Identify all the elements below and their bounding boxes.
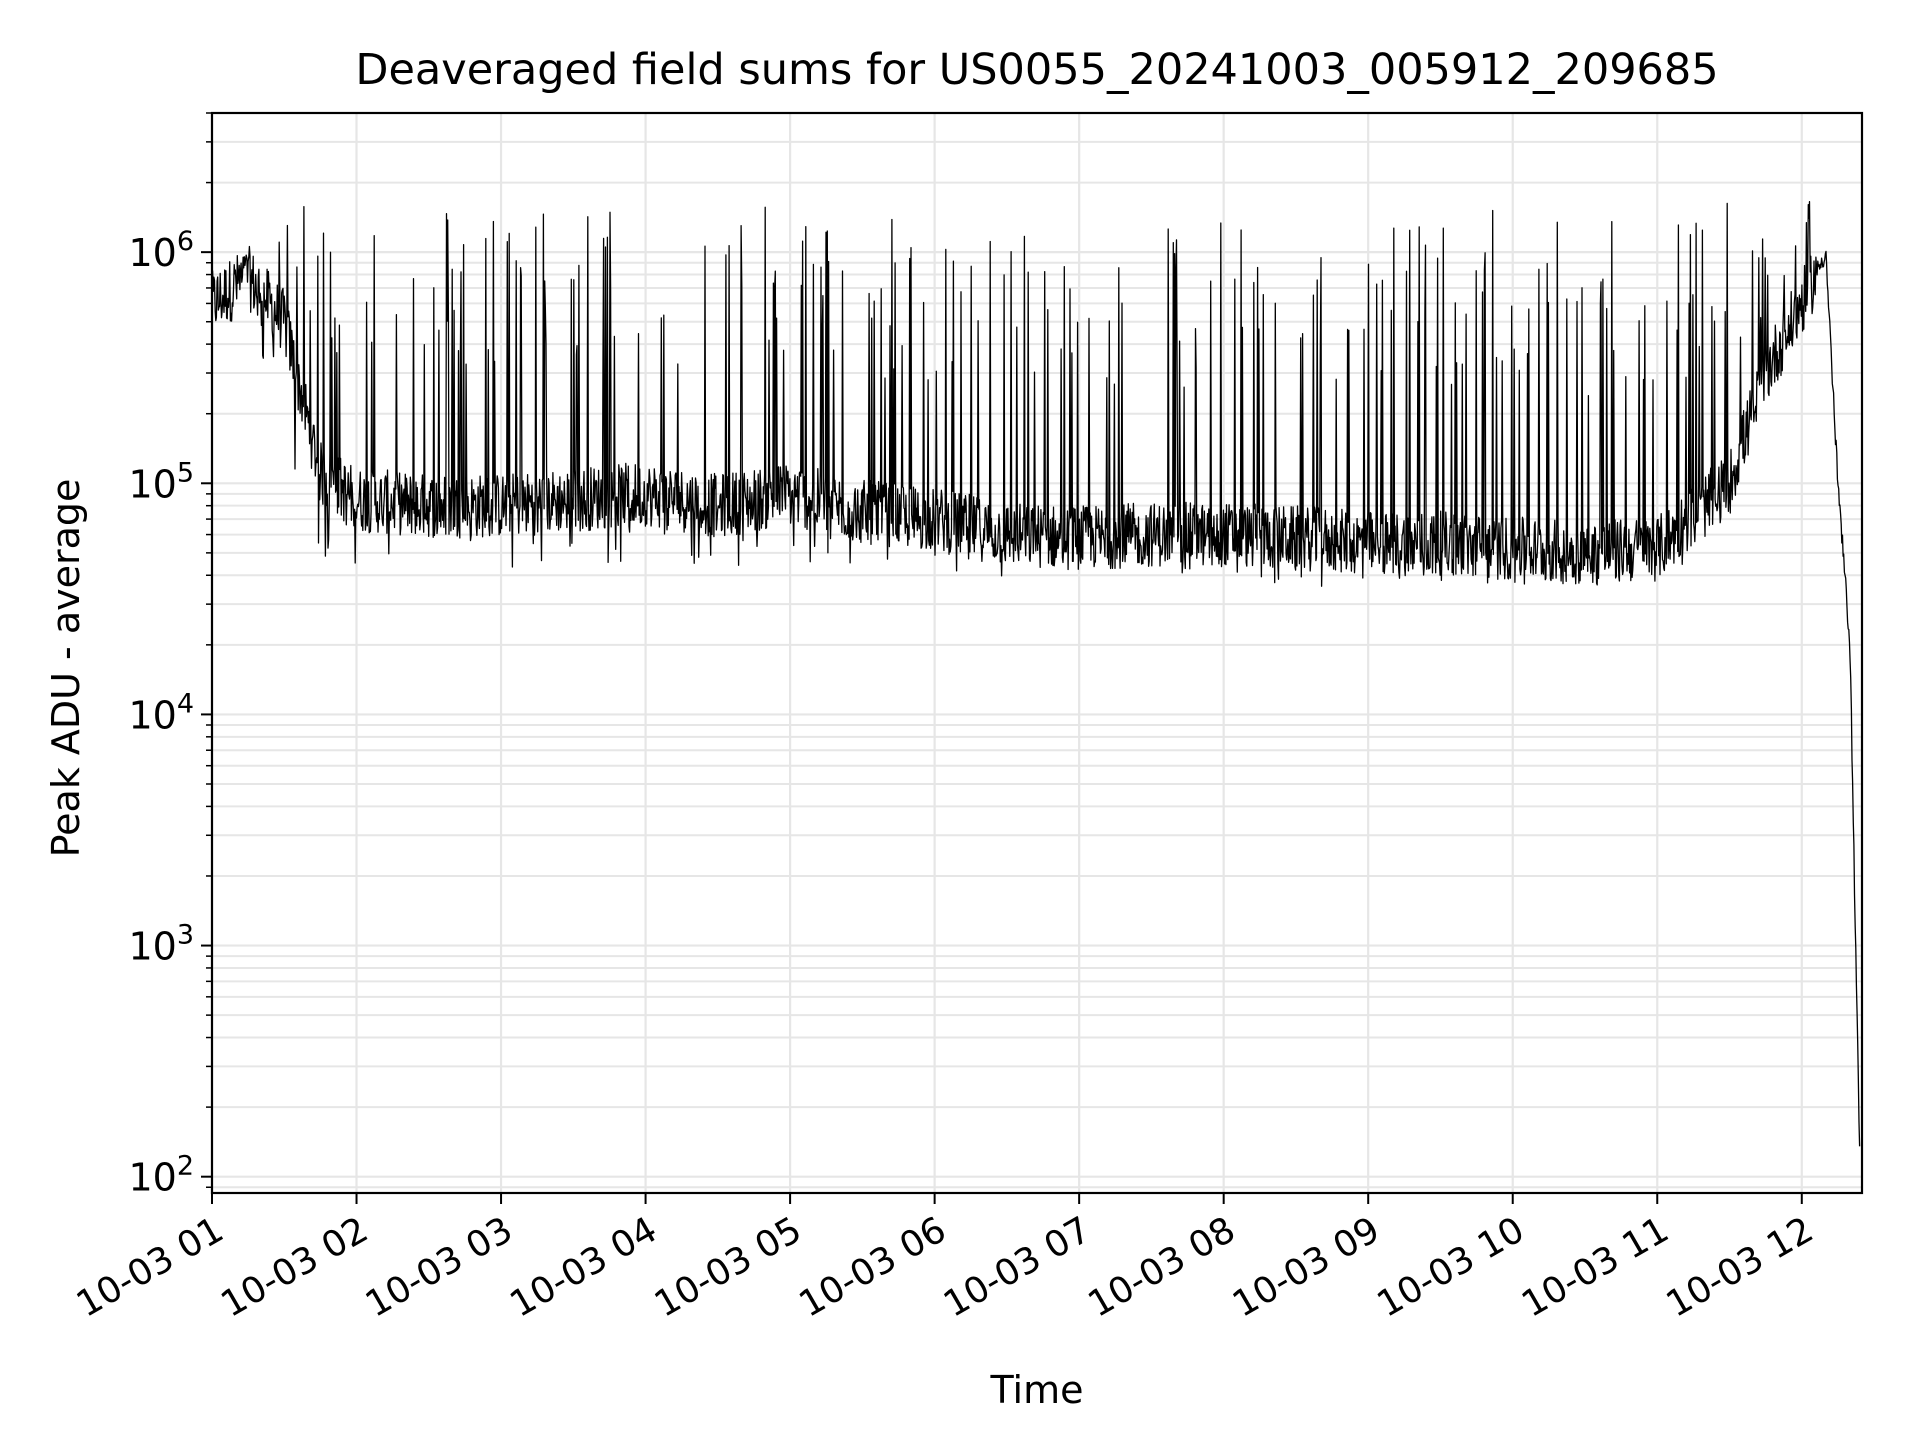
chart-title: Deaveraged field sums for US0055_2024100… — [355, 45, 1718, 95]
y-tick-label: 102 — [128, 1151, 194, 1200]
y-tick-label-base: 10 — [128, 693, 176, 737]
y-tick-label: 106 — [128, 226, 194, 275]
x-axis-label: Time — [990, 1368, 1084, 1412]
y-tick-label-base: 10 — [128, 231, 176, 275]
y-tick-label-exponent: 3 — [177, 920, 194, 951]
y-tick-label-exponent: 2 — [177, 1151, 194, 1182]
y-tick-label: 105 — [128, 457, 194, 506]
y-tick-label-exponent: 4 — [177, 688, 194, 719]
plot-frame — [210, 111, 1864, 1195]
y-tick-label-base: 10 — [128, 925, 176, 969]
y-tick-label: 103 — [128, 920, 194, 969]
y-axis-label: Peak ADU - average — [44, 479, 88, 858]
series-layer — [211, 200, 1861, 1147]
y-tick-label-base: 10 — [128, 1156, 176, 1200]
y-tick-label-exponent: 5 — [177, 457, 194, 488]
y-tick-label-exponent: 6 — [177, 226, 194, 257]
y-tick-label-base: 10 — [128, 462, 176, 506]
series-line — [211, 200, 1861, 1147]
y-tick-label: 104 — [128, 688, 194, 737]
